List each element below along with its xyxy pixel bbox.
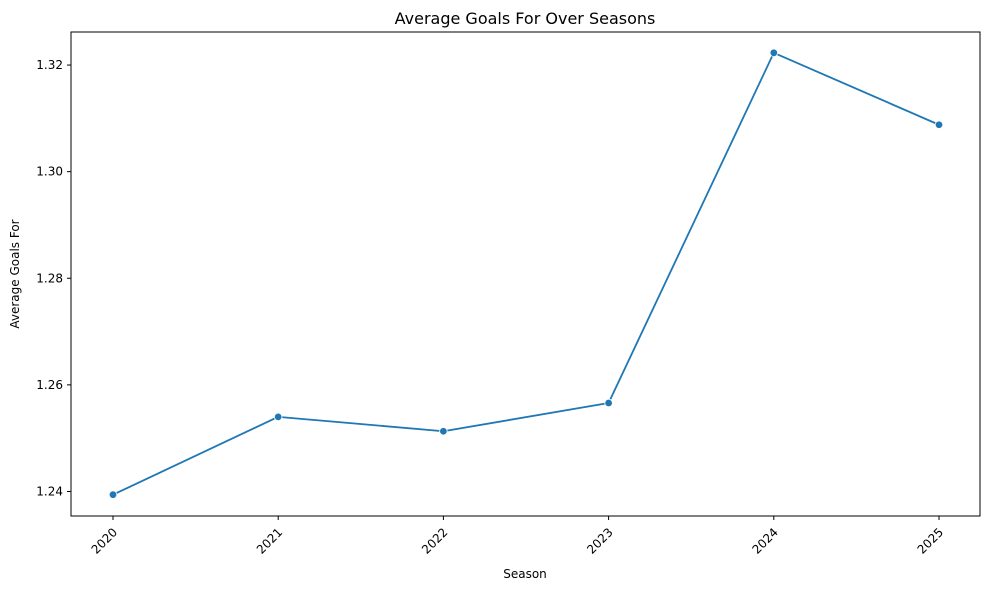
- data-point: [108, 490, 118, 499]
- data-point: [604, 398, 613, 408]
- data-point: [769, 48, 778, 57]
- data-point: [274, 412, 283, 422]
- plot-frame: [70, 31, 981, 517]
- series-line: [112, 51, 940, 496]
- y-tick-label: 1.28: [36, 271, 63, 285]
- y-axis-label: Average Goals For: [8, 219, 22, 328]
- y-tick-label: 1.32: [36, 58, 63, 72]
- y-tick-label: 1.26: [36, 378, 63, 392]
- plot-area: [108, 48, 944, 499]
- data-point: [934, 120, 944, 129]
- y-tick-label: 1.24: [36, 484, 63, 498]
- data-point: [439, 427, 448, 436]
- y-tick-label: 1.30: [36, 165, 63, 179]
- chart-title: Average Goals For Over Seasons: [395, 9, 656, 28]
- x-axis-label: Season: [503, 567, 547, 581]
